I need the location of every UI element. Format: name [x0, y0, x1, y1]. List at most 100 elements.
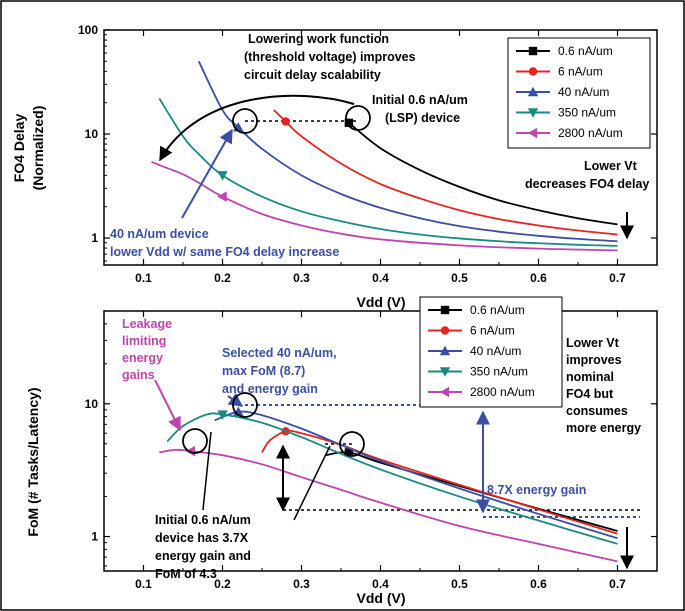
- top-legend-label-2: 40 nA/um: [558, 85, 609, 99]
- annotation-initial-energy-4: FoM of 4.3: [155, 567, 217, 581]
- top-y-tick-label: 100: [78, 23, 98, 37]
- top-legend-marker-4: [527, 127, 538, 139]
- top-series-point-4: [217, 191, 227, 202]
- bottom-legend-label-1: 6 nA/um: [470, 324, 515, 338]
- top-legend-label-0: 0.6 nA/um: [558, 44, 613, 58]
- top-x-axis-label: Vdd (V): [357, 294, 406, 310]
- top-x-tick-label: 0.5: [451, 271, 468, 285]
- bottom-x-tick-label: 0.3: [293, 577, 310, 591]
- annotation-lower-vt-energy-2: improves: [566, 353, 622, 367]
- annotation-energy-gain: 8.7X energy gain: [487, 483, 586, 497]
- bottom-x-tick-label: 0.4: [372, 577, 389, 591]
- annotation-lower-vt-energy-6: more energy: [566, 421, 641, 435]
- top-x-tick-label: 0.2: [214, 271, 231, 285]
- bottom-legend-marker-2: [439, 345, 451, 356]
- top-series-line-1: [273, 109, 618, 236]
- bottom-series-point-0: [344, 448, 354, 457]
- bottom-x-tick-label: 0.1: [135, 577, 152, 591]
- top-series-line-3: [158, 97, 618, 247]
- annotation-lower-vt-energy-3: nominal: [566, 370, 614, 384]
- annotation-leakage-4: gains: [122, 368, 155, 382]
- top-y-axis-label-line2: (Normalized): [30, 106, 46, 191]
- annotation-selected-3: and energy gain: [222, 382, 318, 396]
- top-legend-marker-2: [527, 86, 539, 97]
- bottom-highlight-circle-40na: [232, 392, 258, 418]
- top-series-line-4: [151, 160, 618, 252]
- bottom-series-point-3: [217, 410, 228, 420]
- bottom-legend-label-4: 2800 nA/um: [470, 385, 535, 399]
- annotation-work-function-1: Lowering work function: [248, 32, 389, 46]
- annotation-selected-2: max FoM (8.7): [222, 364, 305, 378]
- annotation-leakage-3: energy: [122, 351, 163, 365]
- bottom-legend-label-2: 40 nA/um: [470, 344, 521, 358]
- top-y-tick-label: 10: [85, 127, 99, 141]
- top-series-point-0: [344, 118, 354, 128]
- top-y-tick-label: 1: [91, 231, 98, 245]
- annotation-lower-vt-energy-1: Lower Vt: [566, 336, 620, 350]
- bottom-highlight-circle-0.6na: [339, 431, 365, 457]
- annotation-initial-energy-1: Initial 0.6 nA/um: [155, 513, 251, 527]
- bottom-y-tick-label: 1: [91, 530, 98, 544]
- top-legend-label-4: 2800 nA/um: [558, 126, 623, 140]
- annotation-lower-vt-delay-1: Lower Vt: [584, 159, 638, 173]
- bottom-x-tick-label: 0.5: [451, 577, 468, 591]
- bottom-legend-marker-0: [440, 305, 450, 315]
- bottom-series-line-2: [214, 410, 618, 540]
- bottom-series-line-3: [166, 412, 618, 545]
- bottom-legend-label-3: 350 nA/um: [470, 365, 528, 379]
- bottom-x-axis-label: Vdd (V): [357, 590, 406, 606]
- bottom-series-point-4: [185, 445, 196, 457]
- bottom-legend-label-0: 0.6 nA/um: [470, 303, 525, 317]
- bottom-y-axis-label: FoM (# Tasks/Latency): [25, 387, 41, 536]
- top-y-axis-label: FO4 Delay (Normalized): [11, 106, 46, 191]
- annotation-lower-vt-energy-4: FO4 but: [566, 387, 614, 401]
- bottom-legend-marker-1: [440, 326, 450, 335]
- annotation-initial-device-1: Initial 0.6 nA/um: [372, 93, 468, 107]
- top-legend-marker-0: [528, 46, 538, 56]
- top-annotations: Lowering work function (threshold voltag…: [110, 32, 649, 259]
- callout-shapes: [154, 94, 634, 570]
- top-legend-label-1: 6 nA/um: [558, 65, 603, 79]
- top-series-point-1: [281, 117, 290, 126]
- leakage-arrow: [154, 379, 181, 432]
- 40na-device-arrow: [181, 128, 233, 219]
- top-legend-marker-1: [528, 67, 538, 76]
- bottom-y-tick-label: 10: [85, 397, 99, 411]
- top-x-tick-label: 0.7: [609, 271, 626, 285]
- axes-layer: 0.1 0.2 0.3 0.4 0.5 0.6 0.7 1 10 100 0.1 0.2 0.3 0.4 0…: [78, 23, 658, 591]
- top-x-tick-label: 0.1: [135, 271, 152, 285]
- initial-energy-pointer-2: [293, 445, 331, 521]
- top-highlight-circle-0.6na: [345, 105, 371, 131]
- annotation-lower-vt-energy-5: consumes: [566, 404, 628, 418]
- top-x-tick-label: 0.6: [530, 271, 547, 285]
- annotation-initial-energy-2: device has 3.7X: [155, 531, 249, 545]
- annotation-40na-device-2: lower Vdd w/ same FO4 delay increase: [110, 245, 339, 259]
- selected-arrow: [227, 392, 244, 407]
- legend-layer: 0.6 nA/um 6 nA/um 40 nA/um 350 nA/um 2800 nA…: [419, 37, 651, 408]
- bottom-x-tick-label: 0.6: [530, 577, 547, 591]
- annotation-initial-energy-3: energy gain and: [155, 549, 251, 563]
- top-series-point-3: [217, 171, 228, 181]
- annotation-selected-1: Selected 40 nA/um,: [222, 346, 337, 360]
- top-highlight-circle-40na: [232, 108, 258, 134]
- bottom-x-tick-label: 0.2: [214, 577, 231, 591]
- annotation-work-function-3: circuit delay scalability: [244, 68, 381, 82]
- annotation-leakage-1: Leakage: [122, 317, 172, 331]
- top-x-tick-label: 0.4: [372, 271, 389, 285]
- annotation-leakage-2: limiting: [122, 334, 166, 348]
- curved-work-function-arrow: [159, 94, 355, 162]
- bottom-highlight-circle-2800na: [182, 428, 208, 454]
- top-legend-label-3: 350 nA/um: [558, 106, 616, 120]
- annotation-initial-device-2: (LSP) device: [385, 111, 460, 125]
- initial-energy-pointer-1: [202, 431, 212, 511]
- bottom-legend-marker-4: [439, 386, 450, 398]
- annotation-40na-device-1: 40 nA/um device: [110, 227, 209, 241]
- top-y-axis-label-line1: FO4 Delay: [11, 114, 27, 183]
- annotation-work-function-2: (threshold voltage) improves: [244, 50, 416, 64]
- top-x-tick-label: 0.3: [293, 271, 310, 285]
- bottom-x-tick-label: 0.7: [609, 577, 626, 591]
- bottom-legend-marker-3: [439, 367, 451, 377]
- annotation-lower-vt-delay-2: decreases FO4 delay: [525, 177, 649, 191]
